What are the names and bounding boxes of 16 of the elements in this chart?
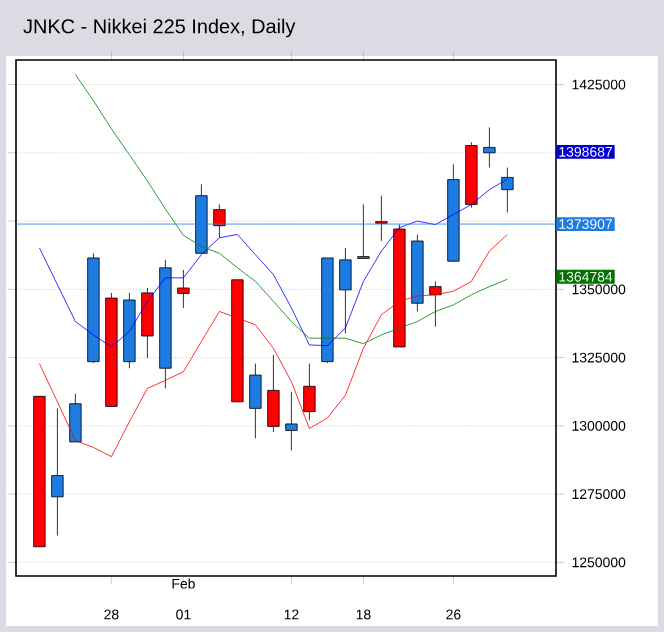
candlestick [51,407,64,536]
candlestick [213,204,226,239]
candlestick [339,247,352,334]
chart-title: JNKC - Nikkei 225 Index, Daily [23,18,296,38]
candlestick [267,354,280,433]
candlestick [429,281,442,328]
candlestick [177,269,190,309]
line-series [39,234,508,458]
candlestick [141,287,154,359]
candlestick [375,195,388,242]
candlestick [285,391,298,451]
candlestick [501,167,514,213]
candlestick [69,393,82,443]
candlestick [303,363,316,421]
candlestick [483,127,496,168]
candlestick [249,363,262,439]
